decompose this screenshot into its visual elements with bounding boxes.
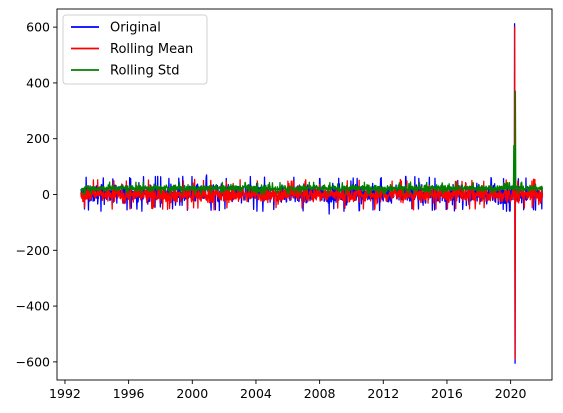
y-tick-label: −600 [16, 354, 50, 369]
axes-layer: 1992 1996 2000 2004 2008 2012 2016 2020−600−400… [16, 20, 527, 401]
series-line-rolling-mean [80, 26, 544, 360]
x-tick-label: 2008 [304, 386, 336, 401]
x-tick-label: 2012 [367, 386, 399, 401]
series-line-rolling-std [80, 90, 544, 196]
y-tick-label: −200 [16, 243, 50, 258]
legend: Original Rolling Mean Rolling Std [62, 14, 208, 85]
x-tick-label: 2016 [431, 386, 463, 401]
x-tick-label: 2000 [176, 386, 208, 401]
x-tick-label: 2004 [240, 386, 272, 401]
legend-label-original: Original [110, 21, 161, 36]
y-tick-label: −400 [16, 299, 50, 314]
series-layer [80, 23, 544, 364]
legend-label-rolling-mean: Rolling Mean [110, 42, 193, 57]
x-tick-label: 1996 [113, 386, 145, 401]
x-tick-label: 1992 [49, 386, 81, 401]
y-tick-label: 600 [26, 20, 50, 35]
y-tick-label: 200 [26, 131, 50, 146]
y-tick-label: 0 [42, 187, 50, 202]
x-tick-label: 2020 [495, 386, 527, 401]
legend-box [62, 14, 208, 85]
legend-label-rolling-std: Rolling Std [110, 64, 179, 79]
y-tick-label: 400 [26, 75, 50, 90]
